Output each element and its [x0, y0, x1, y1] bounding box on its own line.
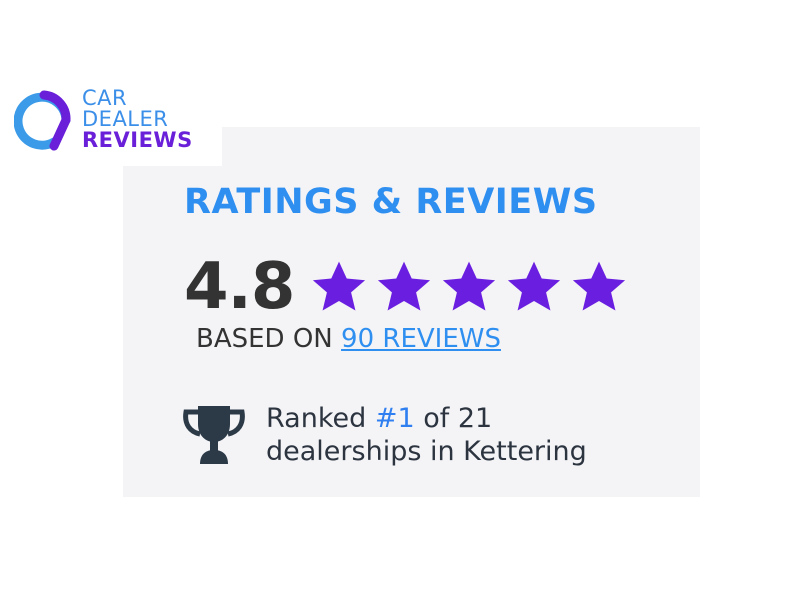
based-on-text: BASED ON 90 REVIEWS	[196, 324, 501, 354]
star-icon	[442, 261, 496, 311]
star-icon	[377, 261, 431, 311]
rank-suffix: of 21	[423, 403, 493, 434]
section-title: RATINGS & REVIEWS	[184, 182, 598, 222]
star-rating	[310, 258, 628, 316]
logo-line2: DEALER	[82, 107, 169, 131]
logo-line3: REVIEWS	[82, 128, 193, 152]
logo: CAR DEALER REVIEWS	[0, 80, 222, 166]
star-icon	[312, 261, 366, 311]
rating-score: 4.8	[184, 250, 295, 324]
logo-line1: CAR	[82, 86, 128, 110]
rank-line2: dealerships in Kettering	[266, 436, 587, 467]
rank-text: Ranked #1 of 21 dealerships in Kettering	[266, 402, 587, 468]
based-prefix: BASED ON	[196, 324, 333, 354]
reviews-link[interactable]: 90 REVIEWS	[341, 324, 501, 354]
trophy-icon	[183, 406, 245, 464]
rank-prefix: Ranked	[266, 403, 367, 434]
rank-number: #1	[374, 403, 415, 434]
logo-ring-icon	[14, 90, 71, 151]
star-icon	[507, 261, 561, 311]
star-icon	[572, 261, 626, 311]
